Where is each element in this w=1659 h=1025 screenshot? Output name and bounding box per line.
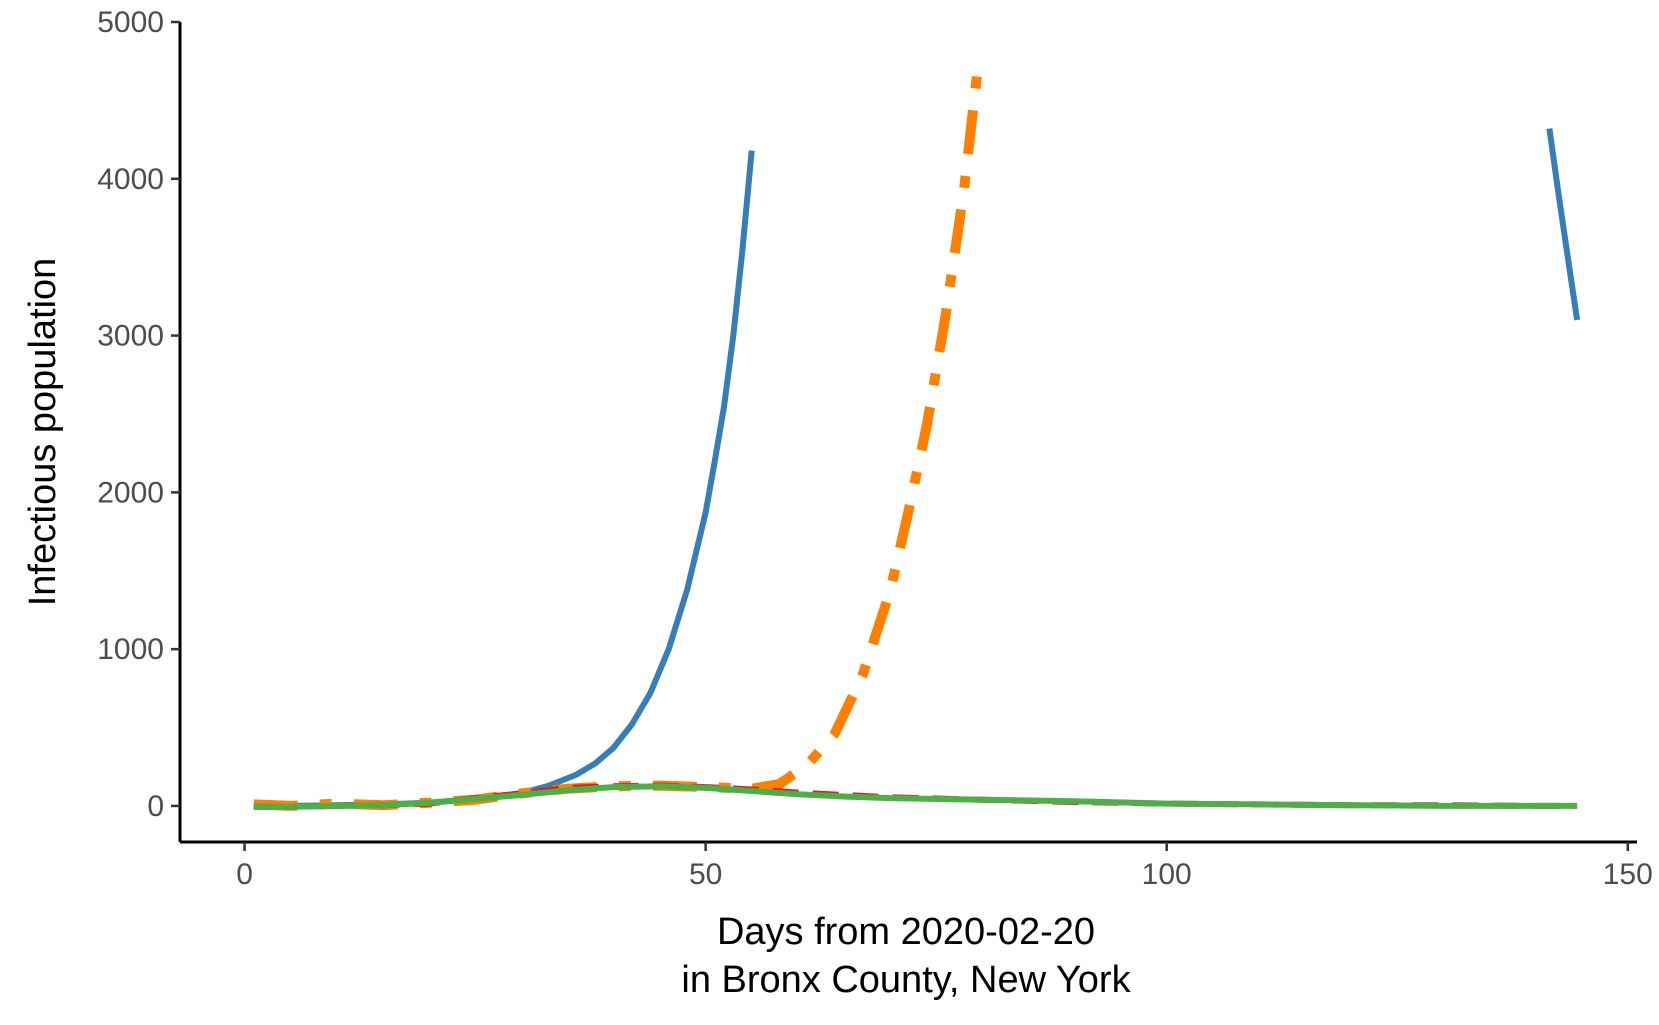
y-tick-label: 1000 [97, 633, 164, 666]
y-axis-title: Infectious population [22, 258, 64, 607]
series-1-line-segment-2 [1546, 128, 1581, 321]
x-tick-label: 0 [236, 858, 253, 891]
plot-area [253, 68, 1581, 811]
y-tick-label: 3000 [97, 320, 164, 353]
y-tick-label: 2000 [97, 476, 164, 509]
axes: 0 1000 2000 3000 4000 5000 0 50 100 150 [97, 6, 1653, 891]
x-axis-title-line-1: Days from 2020-02-20 [717, 911, 1095, 953]
y-tick-label: 0 [147, 790, 164, 823]
x-tick-label: 50 [689, 858, 722, 891]
series-1-line-segment-1 [253, 150, 755, 810]
y-tick-label: 4000 [97, 163, 164, 196]
x-tick-label: 100 [1142, 858, 1192, 891]
y-tick-label: 5000 [97, 6, 164, 39]
x-tick-label: 150 [1603, 858, 1653, 891]
series-2-line [253, 68, 983, 811]
x-axis-title-line-2: in Bronx County, New York [681, 959, 1131, 1001]
series-4-line [253, 783, 1578, 810]
